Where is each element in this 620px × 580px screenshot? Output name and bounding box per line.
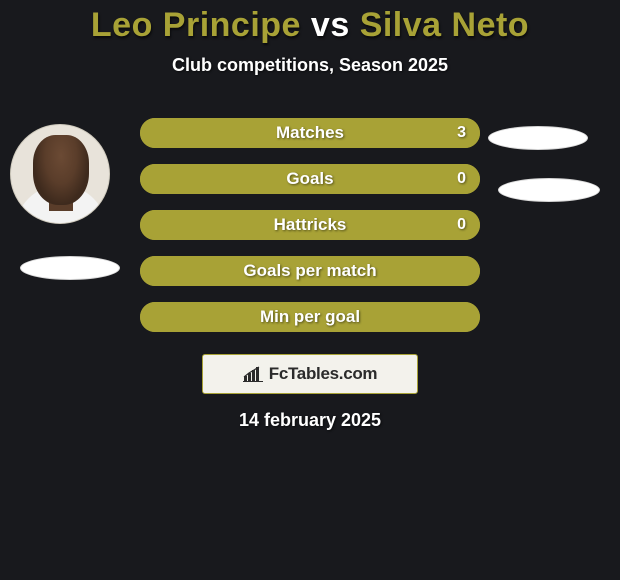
subtitle: Club competitions, Season 2025 bbox=[0, 55, 620, 76]
logo-text: FcTables.com bbox=[269, 364, 378, 384]
barchart-icon bbox=[243, 366, 263, 382]
title-player2: Silva Neto bbox=[360, 6, 529, 44]
avatar-head bbox=[33, 135, 89, 205]
bar-label: Goals per match bbox=[140, 256, 480, 286]
logo-box: FcTables.com bbox=[202, 354, 418, 394]
bar-label: Hattricks bbox=[140, 210, 480, 240]
stat-row: Min per goal bbox=[0, 294, 620, 340]
bar-label: Matches bbox=[140, 118, 480, 148]
bar-label: Goals bbox=[140, 164, 480, 194]
bar-label: Min per goal bbox=[140, 302, 480, 332]
placeholder-ellipse bbox=[498, 178, 600, 202]
title-vs: vs bbox=[301, 6, 360, 44]
player-avatar bbox=[10, 124, 110, 224]
placeholder-ellipse bbox=[20, 256, 120, 280]
placeholder-ellipse bbox=[488, 126, 588, 150]
bar-value: 0 bbox=[457, 164, 466, 194]
date-text: 14 february 2025 bbox=[0, 410, 620, 431]
page-title: Leo Principe vs Silva Neto bbox=[0, 6, 620, 45]
title-player1: Leo Principe bbox=[91, 6, 301, 44]
bar-value: 0 bbox=[457, 210, 466, 240]
bar-value: 3 bbox=[457, 118, 466, 148]
